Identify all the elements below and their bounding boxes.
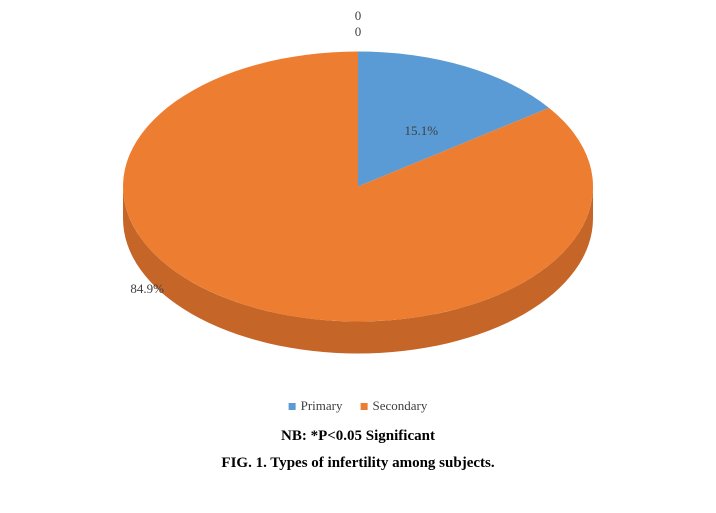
legend-item-primary: Primary (289, 398, 343, 414)
top-zero-labels: 0 0 (355, 8, 362, 39)
figure-caption: FIG. 1. Types of infertility among subje… (0, 455, 716, 472)
chart-legend: Primary Secondary (289, 398, 428, 414)
captions: NB: *P<0.05 Significant FIG. 1. Types of… (0, 428, 716, 472)
pie-3d (113, 42, 603, 369)
significance-note: NB: *P<0.05 Significant (0, 428, 716, 445)
slice-label-secondary: 84.9% (130, 281, 164, 297)
top-label-0b: 0 (355, 24, 362, 40)
legend-marker-secondary (361, 403, 368, 410)
pie-svg (113, 42, 603, 364)
legend-marker-primary (289, 403, 296, 410)
legend-item-secondary: Secondary (361, 398, 428, 414)
pie-chart-area: 0 0 15.1% 84.9% Primary Secondary (0, 0, 716, 420)
slice-label-primary: 15.1% (405, 123, 439, 139)
legend-text-primary: Primary (301, 398, 343, 414)
legend-text-secondary: Secondary (373, 398, 428, 414)
top-label-0a: 0 (355, 8, 362, 24)
